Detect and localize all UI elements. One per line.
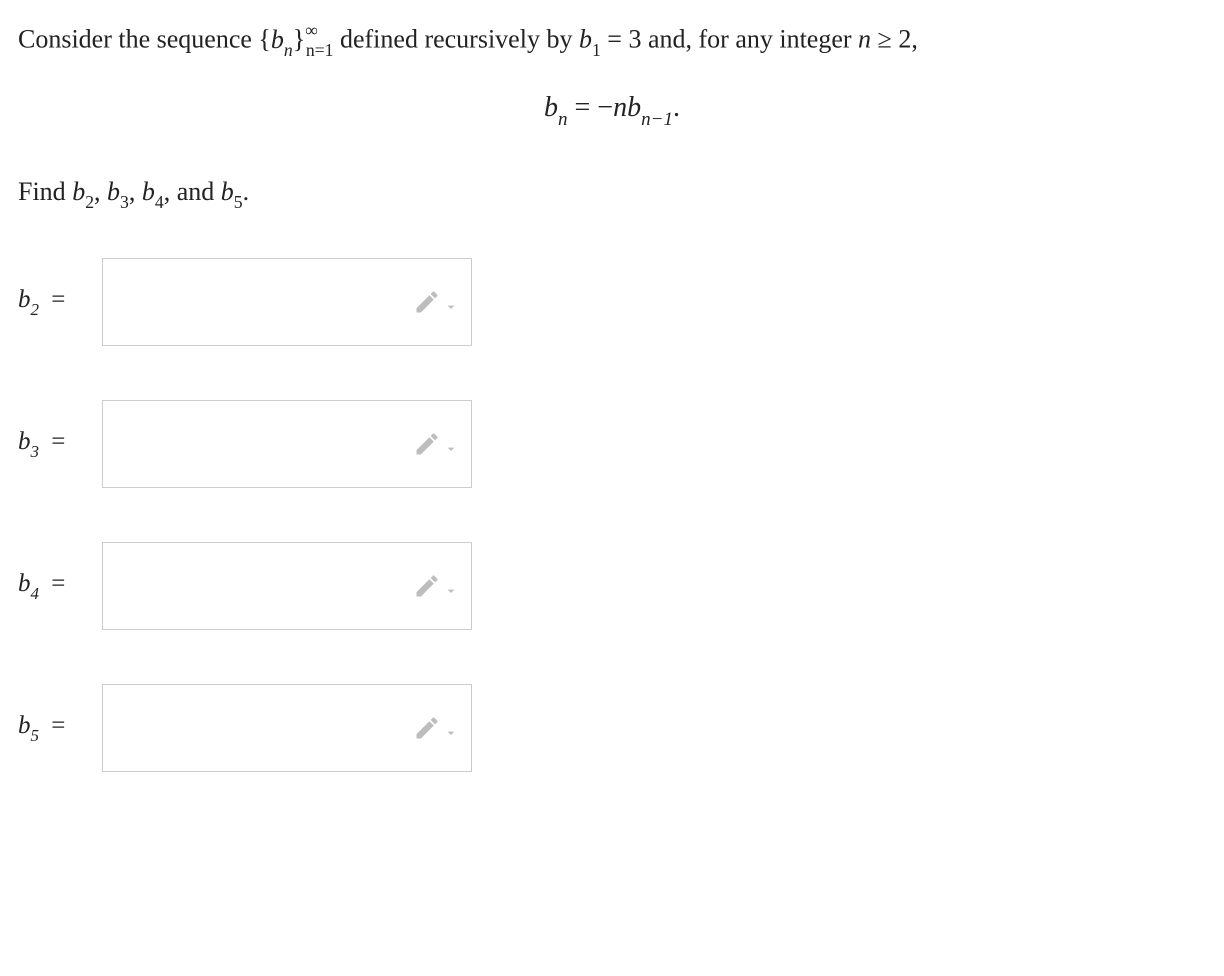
answer-row-b5: b5 = <box>18 684 1206 772</box>
answer-label-b4: b4 = <box>18 570 102 602</box>
pencil-icon <box>413 288 441 316</box>
answer-label-b2: b2 = <box>18 286 102 318</box>
answer-input-wrap-b3[interactable] <box>102 400 472 488</box>
answer-input-wrap-b2[interactable] <box>102 258 472 346</box>
input-tools-b4[interactable] <box>413 572 459 600</box>
answer-input-wrap-b5[interactable] <box>102 684 472 772</box>
answer-input-wrap-b4[interactable] <box>102 542 472 630</box>
answer-label-b3: b3 = <box>18 428 102 460</box>
answers-block: b2 = b3 = b4 = b5 = <box>18 258 1206 772</box>
pencil-icon <box>413 714 441 742</box>
pencil-icon <box>413 572 441 600</box>
recursive-equation: bn = −nbn−1. <box>18 92 1206 129</box>
answer-input-b2[interactable] <box>115 259 413 345</box>
input-tools-b2[interactable] <box>413 288 459 316</box>
chevron-down-icon <box>443 725 459 741</box>
input-tools-b3[interactable] <box>413 430 459 458</box>
answer-row-b2: b2 = <box>18 258 1206 346</box>
chevron-down-icon <box>443 583 459 599</box>
chevron-down-icon <box>443 441 459 457</box>
answer-input-b3[interactable] <box>115 401 413 487</box>
answer-row-b4: b4 = <box>18 542 1206 630</box>
chevron-down-icon <box>443 299 459 315</box>
answer-row-b3: b3 = <box>18 400 1206 488</box>
find-prompt: Find b2, b3, b4, and b5. <box>18 171 1206 214</box>
answer-label-b5: b5 = <box>18 712 102 744</box>
answer-input-b5[interactable] <box>115 685 413 771</box>
problem-intro: Consider the sequence {bn}∞n=1 defined r… <box>18 18 1206 62</box>
pencil-icon <box>413 430 441 458</box>
answer-input-b4[interactable] <box>115 543 413 629</box>
input-tools-b5[interactable] <box>413 714 459 742</box>
